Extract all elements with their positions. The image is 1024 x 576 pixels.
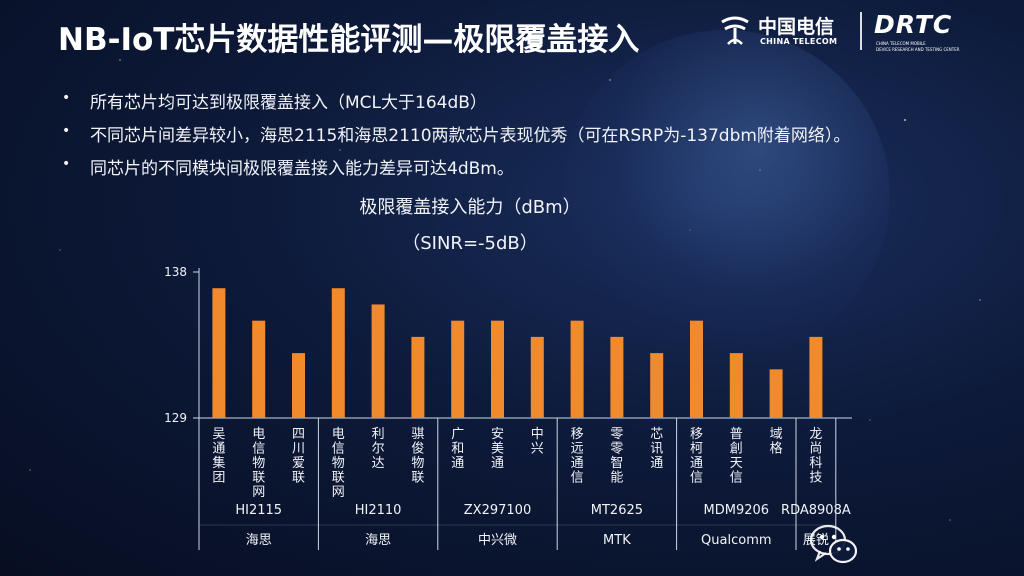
y-tick-label: 138 <box>164 265 187 279</box>
x-category-label: 移远通信 <box>571 427 584 486</box>
drtc-logo-text: DRTC <box>874 10 953 39</box>
bullet-symbol: • <box>62 156 71 172</box>
x-category-label: 零零智能 <box>610 427 623 486</box>
planet-glow-decoration <box>560 30 890 360</box>
bar <box>530 336 544 418</box>
logo-separator <box>860 12 862 50</box>
chip-model-label: ZX297100 <box>464 503 531 518</box>
bullet-list: • 所有芯片均可达到极限覆盖接入（MCL大于164dB） • 不同芯片间差异较小… <box>62 88 1012 187</box>
chip-model-label: MDM9206 <box>704 503 770 518</box>
x-category-label: 龙尚科技 <box>809 427 822 486</box>
x-category-label: 骐俊物联 <box>411 427 424 486</box>
bullet-text: 同芯片的不同模块间极限覆盖接入能力差异可达4dBm。 <box>90 159 514 179</box>
chip-vendor-label: 海思 <box>246 533 272 548</box>
bar <box>371 304 385 418</box>
bullet-text: 不同芯片间差异较小，海思2115和海思2110两款芯片表现优秀（可在RSRP为-… <box>90 126 851 146</box>
china-telecom-logo-en: CHINA TELECOM <box>760 37 838 46</box>
wechat-watermark-icon <box>809 524 858 564</box>
x-category-label: 中兴 <box>531 427 544 457</box>
bar <box>690 320 703 418</box>
bullet-symbol: • <box>62 90 71 106</box>
chip-model-label: HI2110 <box>355 503 402 518</box>
chip-vendor-label: 海思 <box>365 533 391 548</box>
bullet-text: 所有芯片均可达到极限覆盖接入（MCL大于164dB） <box>90 93 487 113</box>
chip-model-label: RDA8908A <box>781 503 851 518</box>
x-category-label: 电信物联网 <box>332 427 345 500</box>
bar <box>212 288 226 418</box>
bullet-item: • 不同芯片间差异较小，海思2115和海思2110两款芯片表现优秀（可在RSRP… <box>62 121 1012 154</box>
bar <box>411 336 425 418</box>
x-category-label: 普創天信 <box>730 427 743 486</box>
x-category-label: 吴通集团 <box>212 427 225 486</box>
bullet-item: • 同芯片的不同模块间极限覆盖接入能力差异可达4dBm。 <box>62 154 1012 187</box>
bar <box>729 353 743 418</box>
chip-vendor-label: Qualcomm <box>701 533 771 548</box>
x-category-label: 利尔达 <box>372 427 385 471</box>
china-telecom-mark-icon <box>721 16 749 45</box>
china-telecom-logo-cn: 中国电信 <box>758 16 835 38</box>
chip-model-label: MT2625 <box>591 503 643 518</box>
chip-model-label: HI2115 <box>235 503 282 518</box>
bar <box>252 320 266 418</box>
x-category-label: 电信物联网 <box>252 427 265 500</box>
bar <box>491 320 504 418</box>
chip-vendor-label: 中兴微 <box>478 533 517 548</box>
chip-vendor-label: MTK <box>603 533 631 548</box>
chart-subtitle: （SINR=-5dB） <box>402 233 538 254</box>
bullet-symbol: • <box>62 123 71 139</box>
bullet-item: • 所有芯片均可达到极限覆盖接入（MCL大于164dB） <box>62 88 1012 121</box>
bar <box>451 320 465 418</box>
x-category-label: 安美通 <box>491 427 504 471</box>
china-telecom-logo: 中国电信 CHINA TELECOM <box>718 10 848 52</box>
y-tick-label: 129 <box>164 411 187 425</box>
drtc-logo: DRTC CHINA TELECOM MOBILE DEVICE RESEARC… <box>874 10 994 52</box>
x-category-label: 广和通 <box>451 427 464 471</box>
x-category-label: 芯讯通 <box>650 427 663 471</box>
page-title: NB-IoT芯片数据性能评测—极限覆盖接入 <box>58 22 640 58</box>
chart-title: 极限覆盖接入能力（dBm） <box>359 197 581 218</box>
drtc-logo-line1: CHINA TELECOM MOBILE <box>876 41 926 46</box>
bar <box>809 336 823 418</box>
bar <box>570 320 584 418</box>
bar <box>331 288 345 418</box>
bar <box>292 353 305 418</box>
bar <box>769 369 783 418</box>
bar <box>650 353 664 418</box>
drtc-logo-line2: DEVICE RESEARCH AND TESTING CENTER <box>876 47 960 52</box>
x-category-label: 移柯通信 <box>690 427 703 486</box>
bar <box>610 336 624 418</box>
x-category-label: 四川爱联 <box>292 427 305 486</box>
x-category-label: 域格 <box>770 427 783 457</box>
